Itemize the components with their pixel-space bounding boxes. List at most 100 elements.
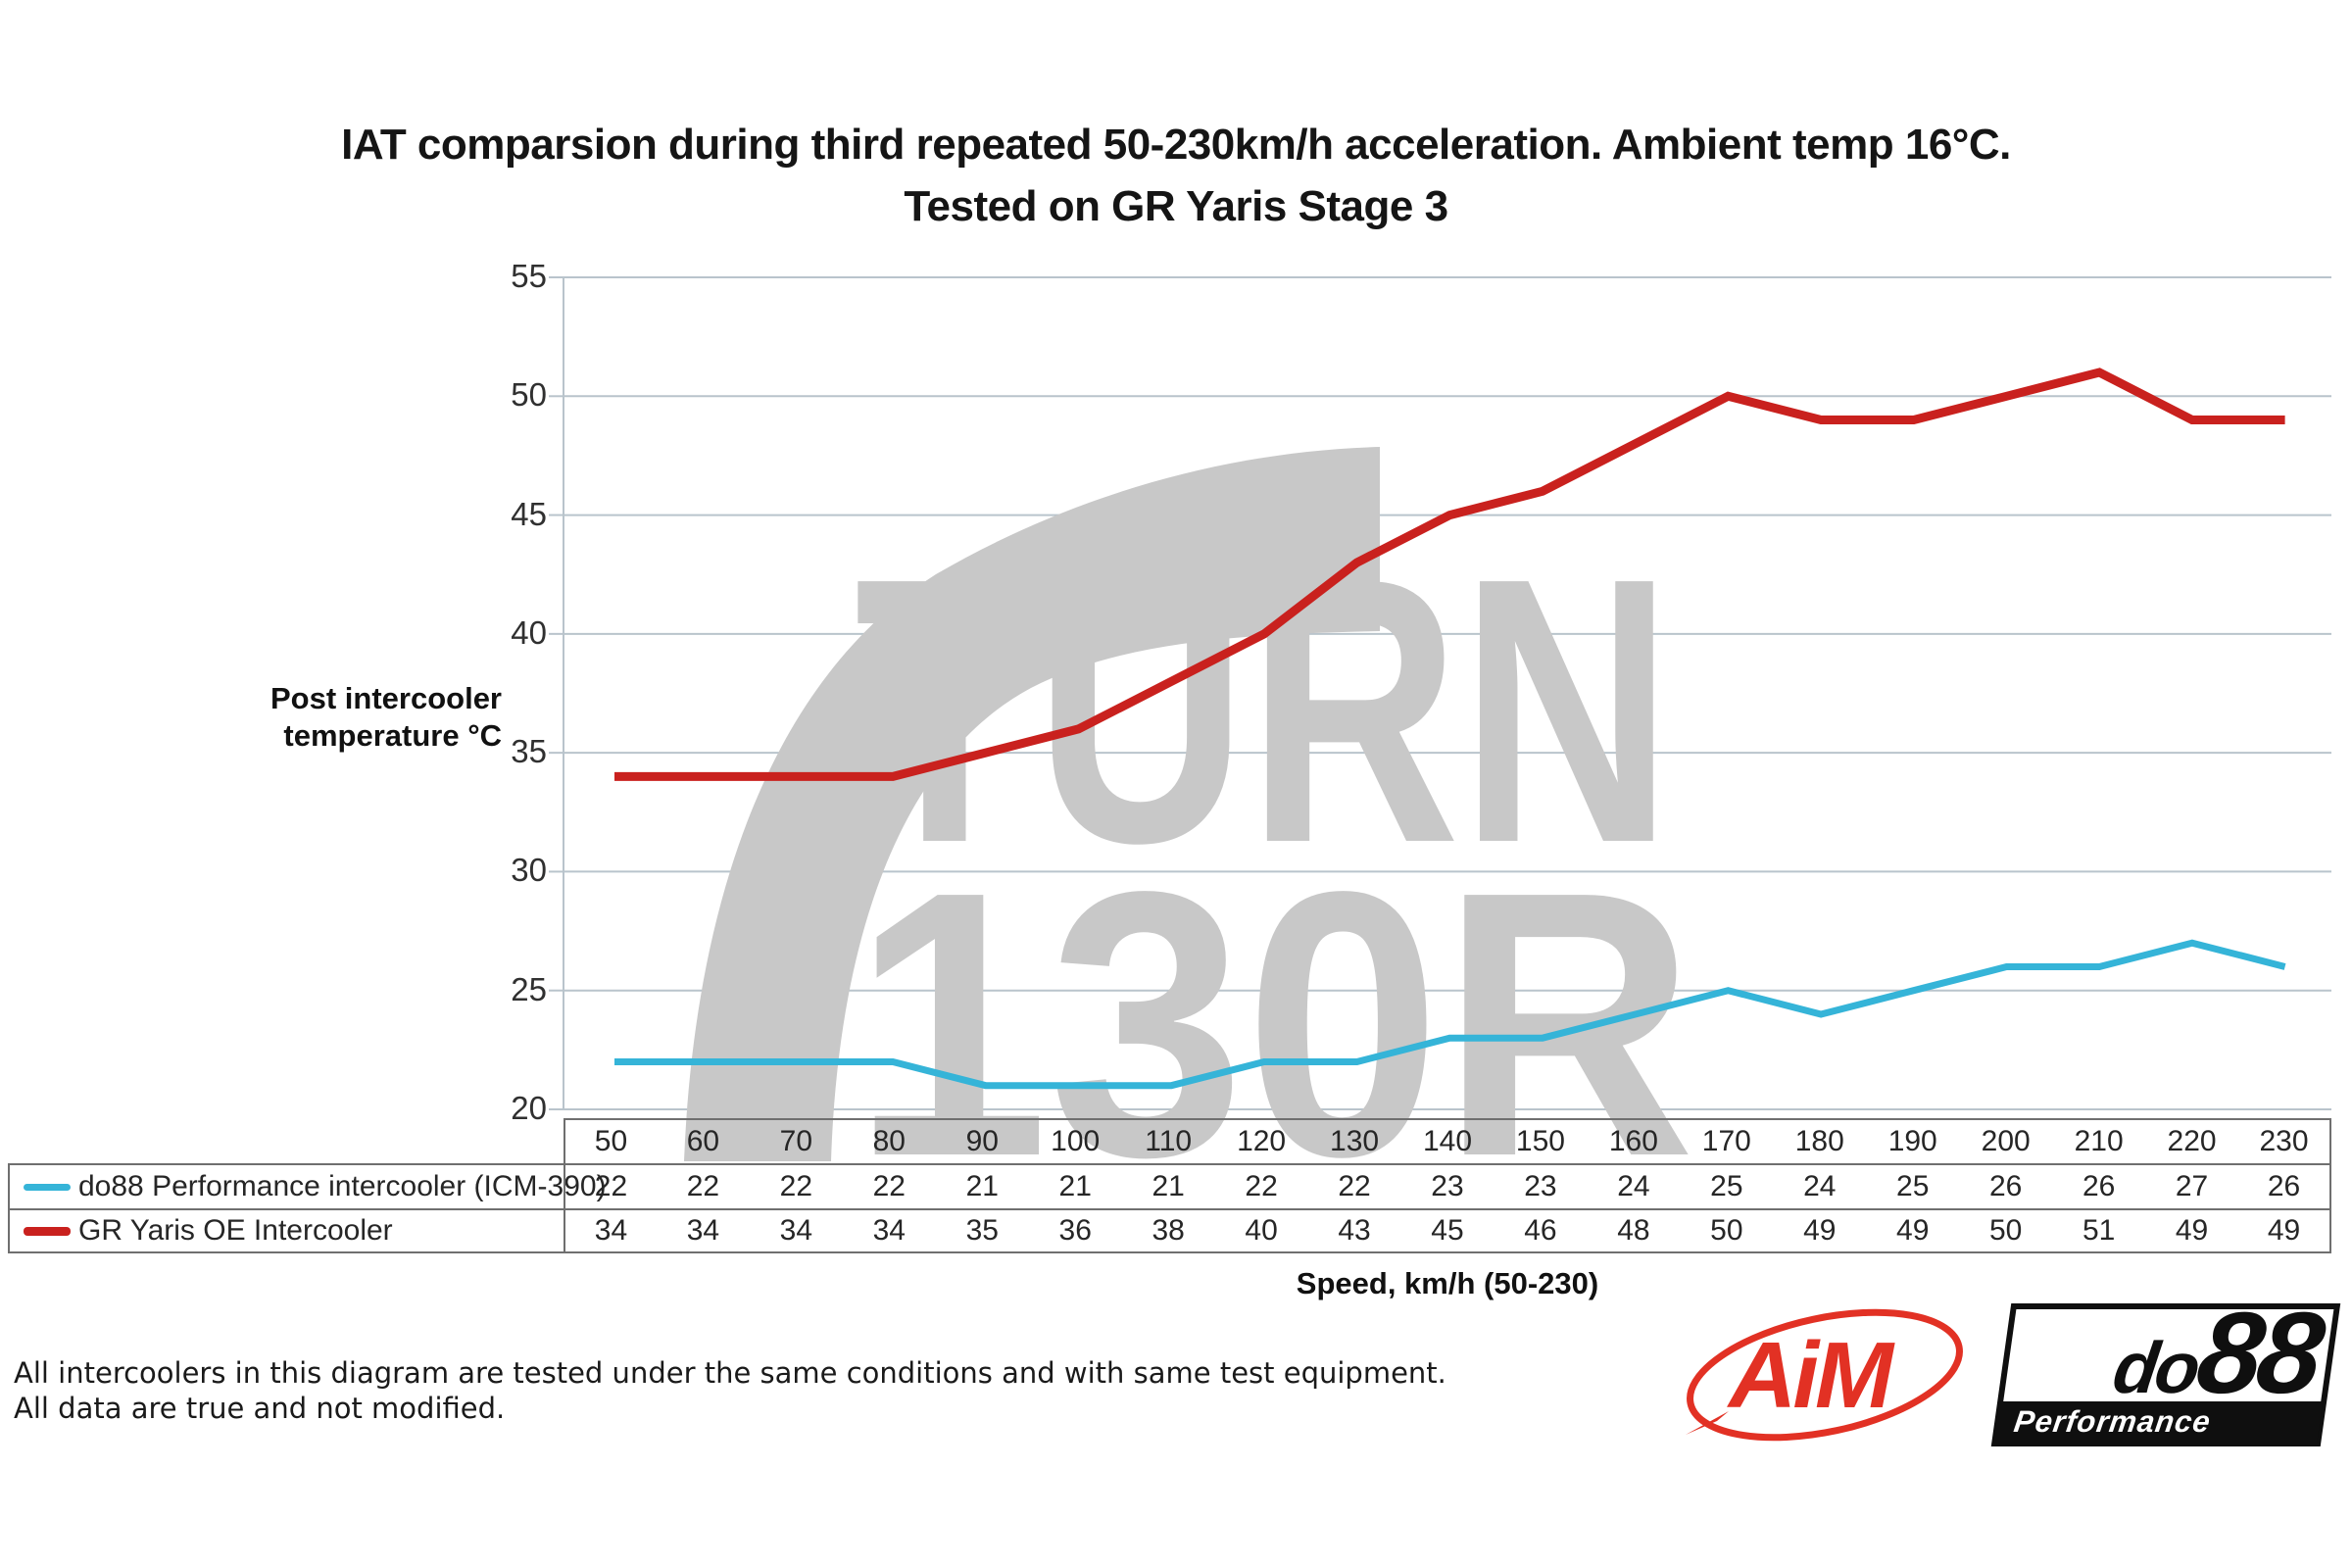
chart-title-line1: IAT comparsion during third repeated 50-…: [341, 121, 2011, 169]
value-cell-1-210: 51: [2052, 1208, 2146, 1253]
value-cell-0-150: 23: [1494, 1163, 1588, 1208]
value-cell-1-120: 40: [1214, 1208, 1308, 1253]
x-tick-cell-140: 140: [1400, 1118, 1494, 1163]
value-cell-0-180: 24: [1773, 1163, 1867, 1208]
watermark-swoosh-shape: [684, 447, 1380, 1161]
do88-logo-text-88: 88: [2189, 1289, 2328, 1418]
value-cell-0-110: 21: [1121, 1163, 1215, 1208]
legend-cell-0: do88 Performance intercooler (ICM-390): [8, 1163, 607, 1208]
x-tick-cell-220: 220: [2145, 1118, 2239, 1163]
series-line-0: [614, 939, 2286, 1090]
chart-title: IAT comparsion during third repeated 50-…: [0, 114, 2352, 237]
aim-logo-ellipse: [1687, 1308, 1963, 1442]
value-cell-0-200: 26: [1959, 1163, 2053, 1208]
value-cell-1-50: 34: [564, 1208, 657, 1253]
value-cell-0-160: 24: [1587, 1163, 1681, 1208]
aim-logo-tail: [1686, 1411, 1729, 1435]
series-lines: [614, 368, 2286, 1090]
value-cell-0-230: 26: [2238, 1163, 2331, 1208]
value-cell-0-100: 21: [1028, 1163, 1122, 1208]
value-cell-1-130: 43: [1307, 1208, 1401, 1253]
aim-logo: AiM: [1686, 1308, 1963, 1442]
x-tick-cell-60: 60: [656, 1118, 750, 1163]
do88-logo-wordmark: do 88: [2003, 1289, 2336, 1418]
x-tick-cell-230: 230: [2238, 1118, 2331, 1163]
x-tick-cell-150: 150: [1494, 1118, 1588, 1163]
value-cell-1-80: 34: [842, 1208, 936, 1253]
x-tick-cell-210: 210: [2052, 1118, 2146, 1163]
value-cell-0-220: 27: [2145, 1163, 2239, 1208]
value-cell-1-190: 49: [1866, 1208, 1960, 1253]
x-tick-cell-70: 70: [749, 1118, 843, 1163]
x-tick-cell-160: 160: [1587, 1118, 1681, 1163]
value-cell-1-70: 34: [749, 1208, 843, 1253]
value-cell-1-150: 46: [1494, 1208, 1588, 1253]
value-cell-1-160: 48: [1587, 1208, 1681, 1253]
legend-label-0: do88 Performance intercooler (ICM-390): [78, 1170, 607, 1202]
legend-swatch-1: [24, 1226, 71, 1236]
y-tick-label-30: 30: [511, 852, 547, 889]
table-corner-empty: [8, 1118, 564, 1163]
footer-note: All intercoolers in this diagram are tes…: [14, 1355, 1446, 1426]
value-cell-1-90: 35: [935, 1208, 1029, 1253]
value-cell-0-210: 26: [2052, 1163, 2146, 1208]
y-axis-title-line1: Post intercooler: [270, 681, 502, 715]
gridlines: [549, 276, 2331, 1110]
x-tick-cell-120: 120: [1214, 1118, 1308, 1163]
value-cell-1-60: 34: [656, 1208, 750, 1253]
value-cell-1-230: 49: [2238, 1208, 2331, 1253]
value-cell-0-70: 22: [749, 1163, 843, 1208]
chart-title-line2: Tested on GR Yaris Stage 3: [904, 182, 1448, 230]
watermark: TURN 130R: [684, 447, 1695, 1235]
watermark-text-line1: TURN: [855, 499, 1673, 921]
y-axis-title-line2: temperature °C: [283, 718, 502, 753]
value-cell-0-140: 23: [1400, 1163, 1494, 1208]
footer-note-line1: All intercoolers in this diagram are tes…: [14, 1356, 1446, 1390]
do88-logo-band: Performance: [1993, 1401, 2324, 1443]
value-cell-1-110: 38: [1121, 1208, 1215, 1253]
x-tick-cell-130: 130: [1307, 1118, 1401, 1163]
data-table: 50 60 70 80 90 100 110 120 130 140 150 160 170 180 190…: [8, 1118, 2331, 1253]
x-tick-cell-170: 170: [1680, 1118, 1774, 1163]
y-tick-label-55: 55: [511, 258, 547, 294]
value-cell-1-170: 50: [1680, 1208, 1774, 1253]
y-tick-label-35: 35: [511, 733, 547, 770]
value-cell-0-170: 25: [1680, 1163, 1774, 1208]
x-tick-cell-50: 50: [564, 1118, 657, 1163]
do88-logo-subtext: Performance: [2011, 1404, 2214, 1439]
legend-label-1: GR Yaris OE Intercooler: [78, 1214, 393, 1247]
x-tick-cell-190: 190: [1866, 1118, 1960, 1163]
value-cell-1-220: 49: [2145, 1208, 2239, 1253]
legend-swatch-0: [24, 1183, 71, 1191]
value-cell-1-180: 49: [1773, 1208, 1867, 1253]
value-cell-0-90: 21: [935, 1163, 1029, 1208]
value-cell-0-130: 22: [1307, 1163, 1401, 1208]
value-cell-1-100: 36: [1028, 1208, 1122, 1253]
value-cell-1-200: 50: [1959, 1208, 2053, 1253]
x-tick-cell-80: 80: [842, 1118, 936, 1163]
do88-logo: do 88 Performance: [1990, 1289, 2341, 1446]
value-cell-0-50: 22: [564, 1163, 657, 1208]
x-tick-cell-180: 180: [1773, 1118, 1867, 1163]
legend-cell-1: GR Yaris OE Intercooler: [8, 1208, 564, 1253]
value-cell-0-120: 22: [1214, 1163, 1308, 1208]
x-tick-cell-90: 90: [935, 1118, 1029, 1163]
y-tick-label-20: 20: [511, 1090, 547, 1126]
do88-logo-text-do: do: [2108, 1327, 2203, 1408]
x-axis-title: Speed, km/h (50-230): [1296, 1266, 1599, 1300]
value-cell-0-60: 22: [656, 1163, 750, 1208]
y-tick-label-50: 50: [511, 376, 547, 414]
y-tick-label-45: 45: [511, 495, 547, 532]
y-tick-label-25: 25: [511, 970, 547, 1007]
x-tick-cell-100: 100: [1028, 1118, 1122, 1163]
x-tick-cell-200: 200: [1959, 1118, 2053, 1163]
footer-note-line2: All data are true and not modified.: [14, 1392, 506, 1425]
y-axis-title: Post intercooler temperature °C: [270, 680, 502, 755]
value-cell-1-140: 45: [1400, 1208, 1494, 1253]
value-cell-0-190: 25: [1866, 1163, 1960, 1208]
series-line-1: [614, 368, 2285, 781]
aim-logo-text: AiM: [1727, 1323, 1895, 1428]
x-tick-cell-110: 110: [1121, 1118, 1215, 1163]
